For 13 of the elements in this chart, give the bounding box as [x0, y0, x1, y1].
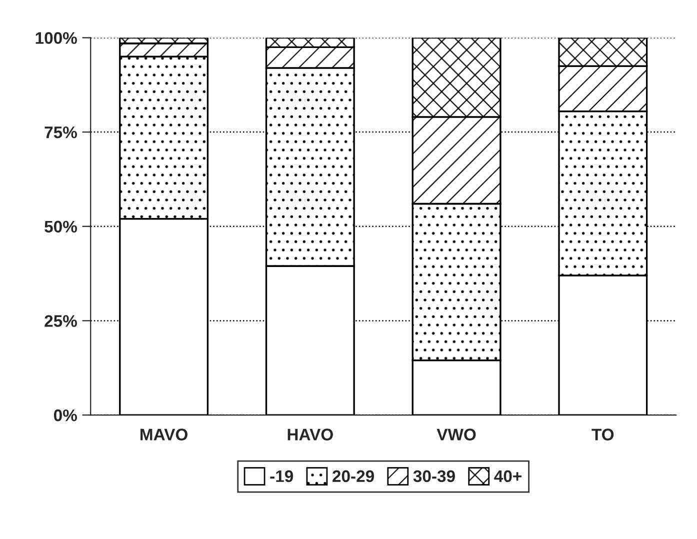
x-tick-label: HAVO	[288, 428, 333, 440]
x-tick-label: MAVO	[140, 428, 188, 440]
legend-label: 40+	[494, 470, 522, 482]
x-tick-label: VWO	[436, 428, 476, 440]
y-tick-label: 75%	[44, 126, 77, 138]
y-tick-label: 50%	[44, 220, 77, 233]
x-tick-label: TO	[592, 428, 614, 440]
y-tick-label: 25%	[44, 315, 77, 327]
y-tick-label: 100%	[36, 32, 77, 44]
y-tick-label: 0%	[54, 409, 77, 422]
legend-label: 30-39	[413, 470, 455, 482]
legend-label: 20-29	[332, 470, 374, 482]
legend-label: -19	[270, 470, 294, 482]
